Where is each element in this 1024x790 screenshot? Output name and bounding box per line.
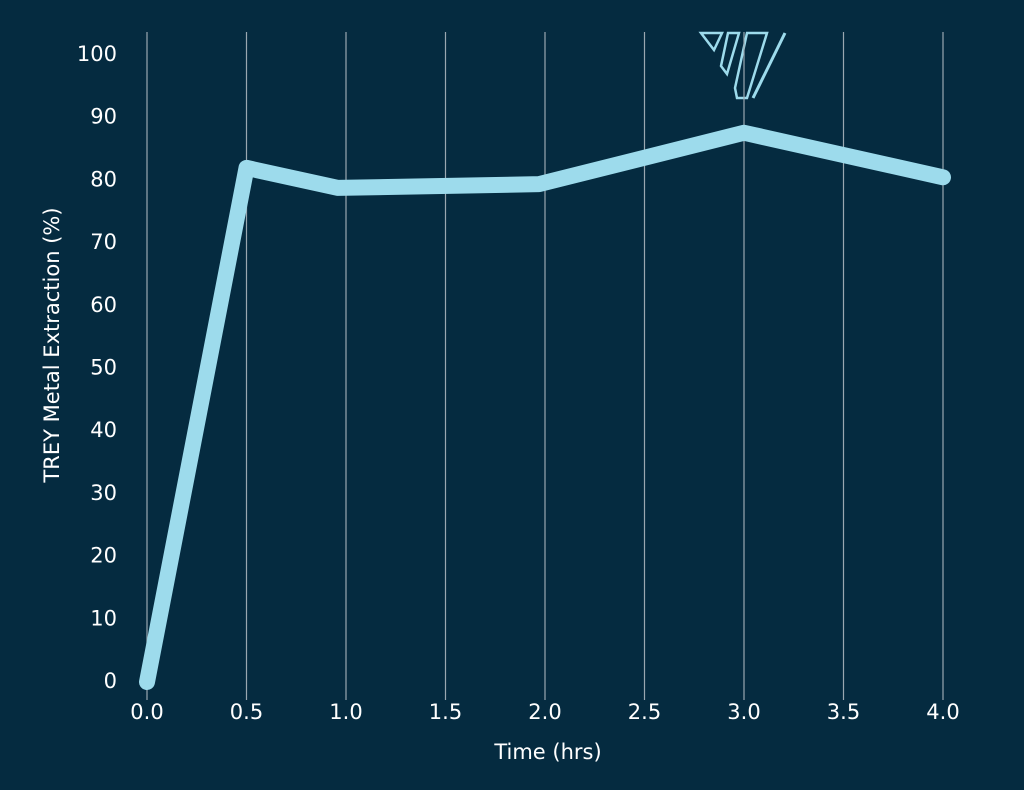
y-axis-label: TREY Metal Extraction (%) <box>40 207 64 483</box>
x-tick-label: 4.0 <box>926 700 959 724</box>
y-tick-label: 10 <box>90 606 117 630</box>
x-tick-label: 0.0 <box>130 700 163 724</box>
y-tick-label: 100 <box>77 42 117 66</box>
y-tick-label: 70 <box>90 230 117 254</box>
y-tick-label: 40 <box>90 418 117 442</box>
y-tick-label: 30 <box>90 481 117 505</box>
y-tick-label: 20 <box>90 544 117 568</box>
x-tick-label: 3.5 <box>827 700 860 724</box>
x-tick-label: 3.0 <box>727 700 760 724</box>
x-tick-label: 1.5 <box>429 700 462 724</box>
x-tick-label: 1.0 <box>329 700 362 724</box>
x-tick-label: 2.5 <box>628 700 661 724</box>
x-tick-label: 2.0 <box>528 700 561 724</box>
y-tick-label: 90 <box>90 105 117 129</box>
y-tick-label: 80 <box>90 167 117 191</box>
x-tick-label: 0.5 <box>230 700 263 724</box>
y-tick-label: 50 <box>90 356 117 380</box>
y-tick-label: 60 <box>90 293 117 317</box>
x-axis-label: Time (hrs) <box>493 740 601 764</box>
y-tick-label: 0 <box>104 669 117 693</box>
data-line <box>139 124 951 690</box>
logo <box>698 31 787 100</box>
